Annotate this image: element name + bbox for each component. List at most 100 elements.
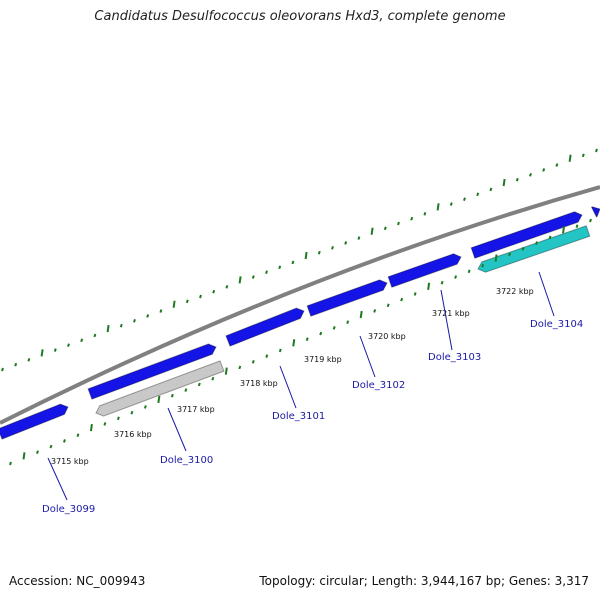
outer-tick <box>278 265 282 270</box>
outer-tick <box>317 250 321 255</box>
outer-tick <box>555 163 559 167</box>
accession-text: Accession: NC_009943 <box>9 574 146 588</box>
gene-arrow-forward <box>225 307 305 347</box>
genome-summary-text: Topology: circular; Length: 3,944,167 bp… <box>259 574 589 588</box>
inner-tick <box>224 367 228 375</box>
inner-tick <box>170 393 174 398</box>
gene-label[interactable]: Dole_3101 <box>272 411 325 422</box>
inner-tick <box>251 359 255 364</box>
outer-tick <box>502 178 506 187</box>
gene-leader-line <box>359 335 376 378</box>
inner-tick <box>292 339 296 347</box>
gene-arrow-reverse <box>477 225 591 273</box>
inner-tick <box>197 382 201 387</box>
outer-tick <box>291 260 295 265</box>
inner-tick <box>332 326 336 330</box>
outer-tick <box>331 246 334 250</box>
inner-tick <box>103 422 107 426</box>
outer-tick <box>383 226 387 231</box>
outer-tick <box>265 270 268 274</box>
outer-tick <box>199 294 202 299</box>
tick-label: 3722 kbp <box>496 287 534 296</box>
outer-tick <box>67 343 70 347</box>
gene-leader-line <box>440 289 453 351</box>
gene-leader-line <box>538 271 555 317</box>
outer-tick <box>370 227 374 235</box>
tick-label-layer: 3715 kbp 3716 kbp 3717 kbp 3718 kbp 3719 kbp… <box>51 287 534 466</box>
inner-tick <box>481 263 485 268</box>
outer-tick <box>581 153 585 158</box>
inner-tick <box>238 365 242 370</box>
outer-tick <box>238 276 242 284</box>
inner-tick <box>589 218 592 223</box>
inner-tick <box>346 320 350 325</box>
inner-tick <box>562 226 566 234</box>
outer-tick <box>463 197 466 201</box>
gene-arrow-forward <box>87 343 217 400</box>
outer-tick <box>93 333 97 338</box>
inner-tick <box>508 252 512 257</box>
inner-tick <box>454 275 458 279</box>
outer-tick <box>449 202 453 206</box>
inner-tick <box>278 348 282 353</box>
outer-tick <box>357 236 361 240</box>
outer-tick <box>489 187 493 192</box>
gene-track <box>0 206 600 440</box>
tick-label: 3720 kbp <box>368 332 406 341</box>
outer-tick <box>436 203 440 211</box>
inner-tick <box>319 331 323 336</box>
inner-tick <box>76 433 80 438</box>
outer-tick <box>172 300 176 308</box>
outer-tick <box>53 348 57 352</box>
gene-arrow-fragment <box>590 206 600 218</box>
inner-tick <box>305 337 309 341</box>
outer-tick <box>225 284 229 289</box>
inner-tick <box>386 303 390 308</box>
inner-tick <box>89 423 93 432</box>
gene-label[interactable]: Dole_3103 <box>428 352 481 363</box>
inner-tick <box>143 405 147 409</box>
gene-leader-line <box>279 365 297 409</box>
outer-tick <box>106 324 110 333</box>
gene-arrow-forward <box>0 403 69 440</box>
inner-tick <box>36 450 39 455</box>
gene-label[interactable]: Dole_3100 <box>160 455 213 466</box>
inner-tick <box>400 297 404 302</box>
gene-arrow-forward <box>470 211 583 259</box>
gene-arrow-reverse <box>95 360 225 417</box>
inner-tick <box>157 395 161 403</box>
gene-label[interactable]: Dole_3104 <box>530 319 583 330</box>
inner-tick <box>440 280 444 285</box>
outer-tick <box>146 314 150 318</box>
inner-tick <box>373 309 377 313</box>
tick-label: 3719 kbp <box>304 355 342 364</box>
outer-tick <box>212 289 216 294</box>
outer-tick <box>595 148 598 153</box>
inner-tick <box>211 376 215 381</box>
gene-leader-line <box>167 407 187 452</box>
tick-label: 3716 kbp <box>114 430 152 439</box>
outer-tick <box>476 192 480 197</box>
outer-tick <box>159 309 163 313</box>
inner-tick <box>130 410 134 415</box>
genome-backbone <box>0 185 600 425</box>
inner-tick <box>9 461 12 466</box>
outer-tick <box>542 168 546 172</box>
inner-tick <box>535 241 538 245</box>
outer-tick <box>529 173 532 177</box>
gene-label[interactable]: Dole_3099 <box>42 504 95 515</box>
inner-tick <box>184 388 188 392</box>
outer-tick <box>133 319 136 323</box>
outer-tick <box>397 221 400 226</box>
outer-tick <box>344 241 348 245</box>
inner-tick-track <box>9 218 592 466</box>
gene-label[interactable]: Dole_3102 <box>352 380 405 391</box>
inner-tick <box>575 224 579 228</box>
outer-tick <box>14 362 18 367</box>
outer-tick <box>40 349 44 357</box>
tick-label: 3721 kbp <box>432 309 470 318</box>
inner-tick <box>63 439 66 443</box>
outer-tick <box>80 338 84 343</box>
outer-tick <box>185 299 189 304</box>
gene-arrow-forward <box>306 279 388 317</box>
